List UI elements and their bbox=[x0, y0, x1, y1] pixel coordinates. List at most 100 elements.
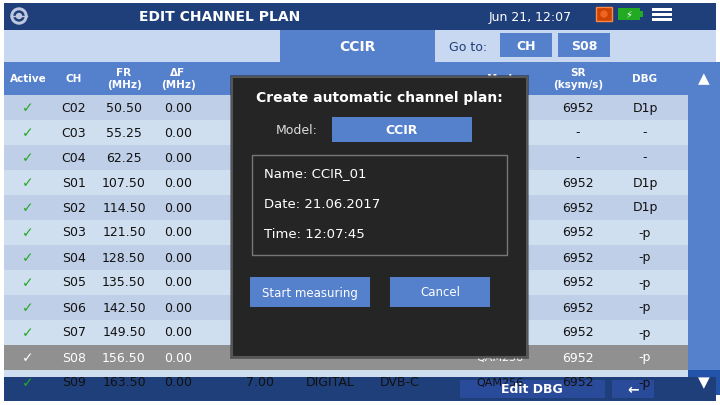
Text: Active: Active bbox=[9, 74, 46, 84]
Bar bbox=[688, 196, 720, 220]
Bar bbox=[4, 121, 688, 146]
Text: QAM256: QAM256 bbox=[477, 252, 523, 262]
Text: 114.50: 114.50 bbox=[102, 201, 146, 214]
Text: CH: CH bbox=[516, 39, 536, 52]
Bar bbox=[688, 245, 720, 270]
Text: 6952: 6952 bbox=[562, 301, 594, 314]
Text: EDIT CHANNEL PLAN: EDIT CHANNEL PLAN bbox=[140, 10, 301, 24]
Bar bbox=[500, 34, 552, 58]
Bar bbox=[4, 96, 688, 121]
Text: CCIR: CCIR bbox=[339, 40, 375, 54]
Text: 6952: 6952 bbox=[562, 276, 594, 289]
Text: 55.25: 55.25 bbox=[106, 126, 142, 139]
Text: 0.00: 0.00 bbox=[164, 251, 192, 264]
Bar bbox=[652, 9, 672, 12]
Bar bbox=[652, 14, 672, 17]
Bar bbox=[688, 220, 720, 245]
Text: 128.50: 128.50 bbox=[102, 251, 146, 264]
Text: -: - bbox=[643, 126, 647, 139]
Bar bbox=[390, 277, 490, 307]
Text: 6952: 6952 bbox=[562, 375, 594, 388]
Text: SR
(ksym/s): SR (ksym/s) bbox=[553, 68, 603, 90]
Bar bbox=[332, 118, 472, 143]
Text: -p: -p bbox=[639, 251, 651, 264]
Bar bbox=[596, 8, 612, 22]
Text: 0.00: 0.00 bbox=[164, 276, 192, 289]
Text: 0.00: 0.00 bbox=[164, 226, 192, 239]
Text: 0.00: 0.00 bbox=[164, 326, 192, 339]
Text: 0.00: 0.00 bbox=[164, 126, 192, 139]
Text: Start measuring: Start measuring bbox=[262, 286, 358, 299]
Bar bbox=[612, 380, 654, 398]
Text: QAM256: QAM256 bbox=[477, 277, 523, 287]
Text: 163.50: 163.50 bbox=[102, 375, 146, 388]
Text: ✓: ✓ bbox=[22, 350, 34, 364]
Text: CH: CH bbox=[66, 74, 82, 84]
Text: ✓: ✓ bbox=[22, 175, 34, 190]
Circle shape bbox=[599, 10, 609, 20]
Text: ΔF
(MHz): ΔF (MHz) bbox=[161, 68, 195, 90]
Text: Model:: Model: bbox=[276, 123, 318, 136]
Text: 121.50: 121.50 bbox=[102, 226, 146, 239]
Text: Time: 12:07:45: Time: 12:07:45 bbox=[264, 227, 365, 240]
Text: 6952: 6952 bbox=[562, 351, 594, 364]
Text: DVB-C: DVB-C bbox=[380, 375, 420, 388]
Text: 6952: 6952 bbox=[562, 226, 594, 239]
Text: ✓: ✓ bbox=[22, 101, 34, 115]
Bar bbox=[252, 156, 507, 256]
Bar bbox=[280, 31, 435, 63]
Text: Go to:: Go to: bbox=[449, 40, 487, 53]
Text: -p: -p bbox=[639, 351, 651, 364]
Bar bbox=[640, 12, 643, 18]
Text: 0.00: 0.00 bbox=[164, 351, 192, 364]
Text: ✓: ✓ bbox=[22, 250, 34, 264]
Text: ←: ← bbox=[627, 382, 639, 396]
Text: ▼: ▼ bbox=[698, 375, 710, 390]
Bar bbox=[688, 270, 720, 295]
Text: D1p: D1p bbox=[632, 101, 657, 114]
Text: Date: 21.06.2017: Date: 21.06.2017 bbox=[264, 197, 380, 210]
Bar bbox=[688, 121, 720, 146]
Text: 7.00: 7.00 bbox=[246, 375, 274, 388]
Text: Jun 21, 12:07: Jun 21, 12:07 bbox=[488, 11, 572, 23]
Bar bbox=[4, 295, 688, 320]
Text: -p: -p bbox=[639, 276, 651, 289]
Text: 6952: 6952 bbox=[562, 101, 594, 114]
Text: -: - bbox=[498, 153, 502, 162]
Bar bbox=[4, 370, 688, 395]
Text: -: - bbox=[576, 126, 580, 139]
Text: C02: C02 bbox=[62, 101, 86, 114]
Text: Cancel: Cancel bbox=[420, 286, 460, 299]
Text: S01: S01 bbox=[62, 176, 86, 189]
Text: -p: -p bbox=[639, 326, 651, 339]
Text: ✓: ✓ bbox=[22, 151, 34, 164]
Text: QAM256: QAM256 bbox=[477, 302, 523, 312]
Text: ✓: ✓ bbox=[22, 275, 34, 289]
Text: 0.00: 0.00 bbox=[164, 201, 192, 214]
Text: FR
(MHz): FR (MHz) bbox=[107, 68, 141, 90]
Text: ✓: ✓ bbox=[22, 126, 34, 140]
Bar bbox=[4, 171, 688, 196]
Bar bbox=[232, 78, 527, 357]
Bar bbox=[688, 320, 720, 345]
Text: QAM256: QAM256 bbox=[477, 103, 523, 113]
Text: 0.00: 0.00 bbox=[164, 375, 192, 388]
Text: S02: S02 bbox=[62, 201, 86, 214]
Circle shape bbox=[11, 9, 27, 25]
Text: 6952: 6952 bbox=[562, 326, 594, 339]
Text: 156.50: 156.50 bbox=[102, 351, 146, 364]
Text: 0.00: 0.00 bbox=[164, 176, 192, 189]
Text: 6952: 6952 bbox=[562, 176, 594, 189]
Text: ✓: ✓ bbox=[22, 300, 34, 314]
Bar bbox=[4, 245, 688, 270]
Text: QAM256: QAM256 bbox=[477, 228, 523, 237]
Text: S06: S06 bbox=[62, 301, 86, 314]
Bar bbox=[688, 370, 720, 395]
Text: 135.50: 135.50 bbox=[102, 276, 146, 289]
Text: 107.50: 107.50 bbox=[102, 176, 146, 189]
Text: S04: S04 bbox=[62, 251, 86, 264]
Text: 142.50: 142.50 bbox=[102, 301, 146, 314]
Text: DBG: DBG bbox=[632, 74, 657, 84]
Text: ⚡: ⚡ bbox=[626, 10, 632, 20]
Text: 6952: 6952 bbox=[562, 201, 594, 214]
